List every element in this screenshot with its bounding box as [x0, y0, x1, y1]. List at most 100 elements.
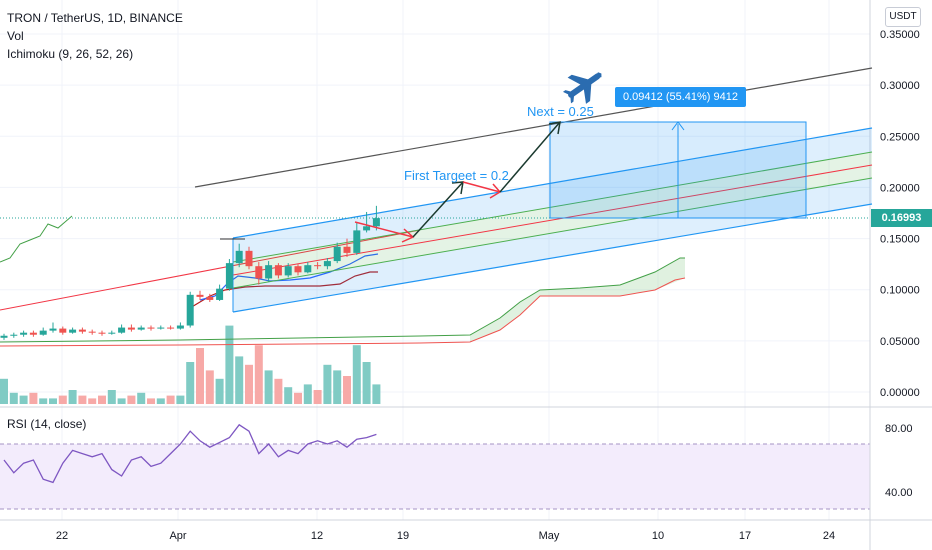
time-tick-label: 19	[397, 530, 409, 542]
volume-bar	[254, 345, 263, 404]
candle-body	[10, 334, 18, 336]
volume-bar	[156, 398, 165, 404]
volume-bar	[0, 378, 8, 404]
rsi-indicator-label[interactable]: RSI (14, close)	[7, 417, 87, 431]
candles	[0, 205, 380, 340]
rsi-band	[0, 444, 870, 509]
next-target-label: Next = 0.25	[527, 104, 594, 119]
long-red-trendline	[0, 229, 421, 311]
volume-bar	[29, 392, 38, 404]
forecast-red-arrow-2	[462, 181, 501, 193]
volume-bar	[58, 395, 67, 404]
candle-body	[49, 328, 57, 331]
candle-body	[69, 329, 77, 333]
candle-body	[333, 246, 341, 262]
volume-bar	[303, 384, 312, 404]
candle-body	[255, 266, 263, 279]
candle-body	[0, 335, 8, 338]
candle-body	[88, 331, 96, 333]
price-tick-label: 0.30000	[880, 80, 920, 92]
price-tick-label: 0.25000	[880, 131, 920, 143]
channel-upper-line	[232, 127, 873, 239]
volume-bar	[196, 348, 204, 404]
candle-body	[304, 265, 312, 273]
upper-gray-trendline	[194, 67, 873, 188]
candle-body	[167, 327, 175, 329]
volume-bar	[205, 370, 214, 404]
volume-bar	[235, 356, 244, 404]
candle-body	[186, 294, 194, 326]
candle-body	[127, 327, 135, 330]
volume-indicator-label[interactable]: Vol	[7, 29, 24, 43]
candle-body	[108, 332, 116, 334]
candle-body	[157, 327, 165, 329]
candle-body	[29, 332, 37, 335]
first-target-label: First Targeet = 0.2	[404, 168, 509, 183]
volume-bar	[264, 370, 273, 404]
forecast-dark-arrowhead-2	[548, 121, 561, 135]
volume-bar	[294, 392, 302, 404]
price-tick-label: 0.20000	[880, 182, 920, 194]
candle-body	[216, 288, 224, 300]
channel-lower-fill	[233, 178, 872, 312]
candle-body	[176, 325, 184, 329]
volume-bar	[245, 364, 253, 404]
candle-body	[372, 218, 380, 227]
candle-body	[363, 226, 371, 231]
measure-label: 0.09412 (55.41%) 9412	[615, 87, 746, 107]
ichimoku-cloud	[470, 258, 685, 342]
candle-body	[59, 328, 67, 333]
volume-bar	[362, 362, 371, 404]
ichimoku-indicator-label[interactable]: Ichimoku (9, 26, 52, 26)	[7, 47, 134, 61]
channel-green-lower	[232, 177, 873, 289]
time-tick-label: May	[539, 530, 560, 542]
volume-bar	[49, 398, 57, 404]
ichimoku-conversion-line	[199, 253, 379, 301]
channel-upper-fill	[233, 128, 872, 262]
volume-bar	[147, 398, 155, 404]
grid-lines	[0, 0, 870, 520]
candle-body	[235, 250, 243, 264]
volume-bar	[176, 395, 185, 404]
candle-body	[323, 261, 331, 267]
candle-body	[39, 330, 47, 335]
time-axis[interactable]: 22 Apr 12 19 May 10 17 24	[56, 530, 835, 542]
candle-body	[225, 263, 233, 289]
candle-body	[118, 327, 126, 333]
ichimoku-lagging-span	[0, 215, 73, 263]
volume-bar	[39, 398, 48, 404]
price-axis[interactable]: 0.35000 0.30000 0.25000 0.20000 0.15000 0.100…	[880, 29, 920, 399]
last-price-tag: 0.16993	[871, 209, 932, 227]
ichimoku-span-b	[0, 277, 686, 347]
volume-bar	[343, 376, 351, 404]
candle-body	[20, 332, 28, 335]
candle-body	[206, 296, 214, 300]
candle-body	[245, 250, 253, 267]
volume-bar	[107, 390, 116, 404]
channel-lower-line	[232, 203, 873, 313]
volume-bar	[88, 398, 97, 404]
volume-bar	[98, 395, 106, 404]
forecast-dark-arrow-1	[412, 181, 464, 238]
candle-body	[294, 266, 302, 273]
rsi-tick-label: 40.00	[885, 487, 913, 499]
airplane-icon	[562, 72, 602, 104]
channel-green-upper	[232, 151, 873, 263]
volume-bar	[333, 370, 342, 404]
price-tick-label: 0.10000	[880, 285, 920, 297]
time-tick-label: 12	[311, 530, 323, 542]
candle-body	[78, 329, 86, 332]
rsi-axis[interactable]: 80.00 40.00	[885, 423, 913, 499]
volume-bar	[215, 378, 224, 404]
time-tick-label: Apr	[169, 530, 186, 542]
volume-bar	[274, 378, 283, 404]
candle-body	[284, 266, 292, 276]
volume-bar	[352, 345, 361, 404]
currency-button[interactable]: USDT	[885, 7, 921, 27]
volume-bar	[127, 395, 136, 404]
ichimoku-span-a	[0, 257, 685, 343]
candle-body	[314, 265, 322, 267]
volume-bar	[372, 384, 381, 404]
time-tick-label: 24	[823, 530, 835, 542]
